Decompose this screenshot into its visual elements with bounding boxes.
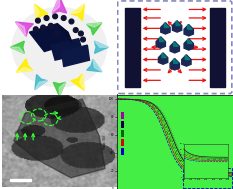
Polygon shape (71, 4, 84, 21)
Polygon shape (16, 22, 33, 36)
Polygon shape (87, 60, 102, 72)
Polygon shape (34, 4, 48, 21)
Polygon shape (16, 67, 33, 72)
Circle shape (55, 31, 60, 36)
Polygon shape (161, 23, 170, 34)
Polygon shape (87, 23, 102, 27)
Polygon shape (170, 59, 179, 70)
Bar (10, 179, 31, 181)
Polygon shape (10, 47, 24, 53)
Circle shape (53, 14, 58, 19)
Polygon shape (57, 24, 72, 43)
Polygon shape (62, 45, 89, 67)
Circle shape (41, 25, 45, 30)
Polygon shape (53, 82, 65, 96)
Polygon shape (80, 74, 84, 90)
Bar (121, 121, 124, 128)
Polygon shape (71, 4, 84, 14)
Polygon shape (59, 82, 65, 96)
Polygon shape (52, 0, 67, 13)
Circle shape (79, 31, 83, 36)
Polygon shape (188, 25, 192, 29)
Bar (121, 112, 124, 119)
Polygon shape (170, 42, 179, 53)
Polygon shape (93, 60, 102, 72)
Ellipse shape (12, 8, 107, 87)
FancyBboxPatch shape (118, 1, 232, 94)
Polygon shape (35, 75, 47, 90)
Polygon shape (71, 74, 84, 90)
Polygon shape (14, 99, 105, 178)
Polygon shape (172, 21, 182, 32)
Bar (121, 130, 124, 137)
Polygon shape (164, 23, 169, 27)
Bar (121, 139, 124, 146)
Circle shape (36, 18, 40, 23)
Polygon shape (184, 39, 193, 50)
Polygon shape (16, 22, 26, 36)
Polygon shape (10, 41, 24, 53)
Polygon shape (162, 53, 167, 58)
Polygon shape (174, 42, 178, 46)
Circle shape (81, 37, 86, 42)
Bar (121, 148, 124, 155)
Polygon shape (158, 53, 168, 64)
Polygon shape (160, 37, 164, 42)
Polygon shape (188, 39, 192, 43)
Polygon shape (35, 81, 47, 90)
Polygon shape (95, 41, 108, 47)
Polygon shape (52, 0, 59, 13)
Polygon shape (95, 41, 108, 53)
Circle shape (73, 28, 78, 33)
Polygon shape (176, 21, 181, 26)
Polygon shape (16, 59, 33, 72)
Polygon shape (87, 23, 102, 35)
Bar (125, 8, 140, 87)
Circle shape (33, 27, 38, 32)
Polygon shape (51, 39, 83, 60)
Polygon shape (182, 55, 191, 66)
Polygon shape (34, 4, 39, 21)
Polygon shape (185, 55, 190, 60)
Polygon shape (156, 37, 165, 48)
Circle shape (48, 23, 53, 28)
Text: 50 nm: 50 nm (15, 179, 26, 183)
Polygon shape (29, 24, 72, 52)
Bar (210, 8, 225, 87)
Circle shape (69, 19, 74, 24)
Polygon shape (174, 59, 178, 63)
Y-axis label: Mass (%): Mass (%) (103, 135, 107, 149)
Polygon shape (184, 25, 193, 36)
Circle shape (44, 16, 49, 20)
Circle shape (61, 16, 66, 20)
